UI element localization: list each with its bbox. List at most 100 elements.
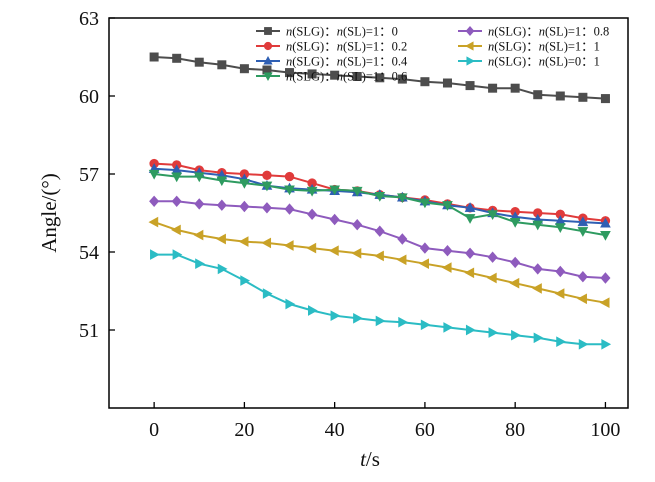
data-point	[261, 202, 272, 214]
legend-item: n(SLG)：n(SL)=1：0.4	[256, 55, 408, 69]
data-point	[532, 283, 542, 294]
data-point	[488, 327, 499, 338]
legend-item: n(SLG)：n(SL)=1：0	[256, 25, 398, 39]
x-axis-title-italic: t	[360, 447, 367, 471]
legend-item: n(SLG)：n(SL)=1：0.2	[256, 40, 407, 54]
data-point	[239, 200, 250, 213]
series-layer	[148, 52, 612, 350]
data-point	[329, 185, 340, 196]
data-point	[150, 249, 160, 260]
data-point	[195, 258, 205, 270]
data-point	[374, 192, 386, 202]
data-point	[171, 195, 182, 208]
legend-marker	[465, 41, 474, 51]
data-point	[509, 277, 520, 289]
data-point	[261, 237, 272, 249]
data-point	[352, 72, 362, 82]
data-point	[193, 172, 205, 183]
data-point	[374, 250, 384, 262]
data-point	[149, 195, 160, 208]
data-point	[171, 224, 181, 236]
data-point	[533, 332, 544, 344]
legend-item: n(SLG)：n(SL)=1：1	[458, 40, 600, 54]
y-tick-label: 54	[79, 242, 99, 264]
data-point	[486, 272, 497, 284]
data-point	[351, 186, 363, 197]
data-point	[283, 240, 294, 251]
data-point	[216, 233, 226, 245]
data-point	[555, 91, 565, 101]
legend-label: n(SLG)：n(SL)=1：0.6	[286, 70, 407, 84]
x-tick-label: 20	[234, 419, 254, 441]
legend-marker	[465, 26, 475, 36]
data-point	[555, 265, 566, 278]
data-point	[307, 208, 318, 221]
data-point	[193, 229, 204, 241]
axes-layer: 0 20 40 60 80 100 51 54 57 60 63	[79, 8, 620, 441]
legend-label: n(SLG)：n(SL)=1：0.8	[488, 25, 609, 39]
data-point	[442, 78, 452, 88]
y-tick-label: 51	[79, 320, 99, 342]
data-point	[419, 198, 431, 209]
legend-label: n(SLG)：n(SL)=1：0.2	[286, 40, 407, 54]
data-point	[420, 77, 430, 87]
legend-label: n(SLG)：n(SL)=1：0	[286, 25, 398, 39]
data-point	[599, 297, 610, 309]
data-point	[397, 233, 408, 245]
data-point	[375, 73, 385, 83]
x-axis-title: t/s	[360, 447, 380, 471]
data-point	[554, 288, 565, 299]
data-point	[600, 231, 611, 241]
data-point	[442, 201, 453, 211]
data-point	[148, 216, 159, 228]
data-point	[328, 245, 339, 257]
data-point	[306, 242, 317, 254]
data-point	[262, 170, 272, 181]
data-point	[488, 83, 498, 93]
data-point	[600, 217, 611, 228]
x-tick-label: 80	[505, 419, 525, 441]
data-point	[194, 198, 205, 210]
data-point	[352, 218, 363, 231]
data-point	[420, 319, 431, 331]
y-tick-label: 57	[79, 164, 99, 186]
data-point	[329, 213, 340, 226]
data-point	[285, 68, 295, 78]
data-point	[239, 64, 249, 74]
data-point	[216, 176, 228, 187]
data-point	[510, 83, 520, 93]
data-point	[601, 338, 612, 350]
data-point	[419, 242, 430, 254]
data-point	[464, 202, 476, 212]
legend-marker	[264, 27, 272, 35]
y-axis-title: Angle/(°)	[37, 173, 61, 253]
x-tick-label: 60	[415, 419, 435, 441]
data-point	[510, 256, 521, 269]
data-point	[578, 92, 588, 102]
data-point	[600, 94, 610, 104]
data-point	[216, 199, 227, 211]
data-point	[217, 60, 227, 70]
data-point	[284, 185, 295, 196]
data-point	[398, 316, 409, 328]
data-point	[554, 223, 566, 233]
data-point	[487, 210, 498, 220]
x-axis-title-unit: /s	[366, 447, 380, 471]
data-point	[194, 57, 204, 67]
data-point	[442, 244, 453, 257]
legend-marker	[263, 72, 273, 81]
series-7	[150, 249, 612, 350]
data-point	[172, 249, 183, 260]
data-point	[171, 172, 183, 183]
data-point	[532, 263, 543, 275]
x-tick-label: 100	[590, 419, 620, 441]
data-point	[465, 324, 476, 336]
legend-marker	[263, 41, 273, 51]
data-point	[240, 275, 251, 286]
data-point	[330, 70, 340, 80]
data-point	[577, 293, 587, 305]
data-point	[308, 305, 318, 316]
data-point	[397, 193, 408, 204]
series-4	[148, 169, 611, 241]
